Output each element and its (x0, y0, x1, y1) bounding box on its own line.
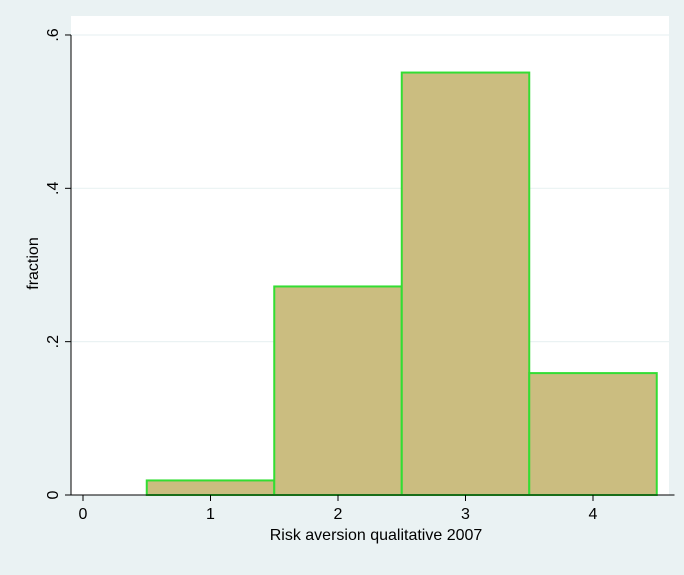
axes: 0 .2 .4 .6 0 1 2 3 4 (45, 28, 675, 523)
x-tick-label-2: 2 (334, 506, 343, 523)
x-tick-label-4: 4 (589, 506, 598, 523)
y-axis-label: fraction (25, 237, 42, 289)
x-axis-label: Risk aversion qualitative 2007 (270, 527, 483, 544)
bars (145, 71, 658, 497)
histogram-bar-1 (145, 479, 276, 497)
histogram-bar-3 (400, 71, 531, 496)
y-tick-label-2: .4 (45, 182, 62, 195)
x-tick-label-1: 1 (206, 506, 215, 523)
histogram-bar-2 (273, 285, 403, 497)
x-tick-label-3: 3 (461, 506, 470, 523)
y-tick-label-3: .6 (45, 28, 62, 41)
x-tick-label-0: 0 (79, 506, 88, 523)
y-tick-label-1: .2 (45, 335, 62, 348)
histogram-bar-4 (528, 372, 658, 496)
y-tick-label-0: 0 (45, 490, 62, 499)
